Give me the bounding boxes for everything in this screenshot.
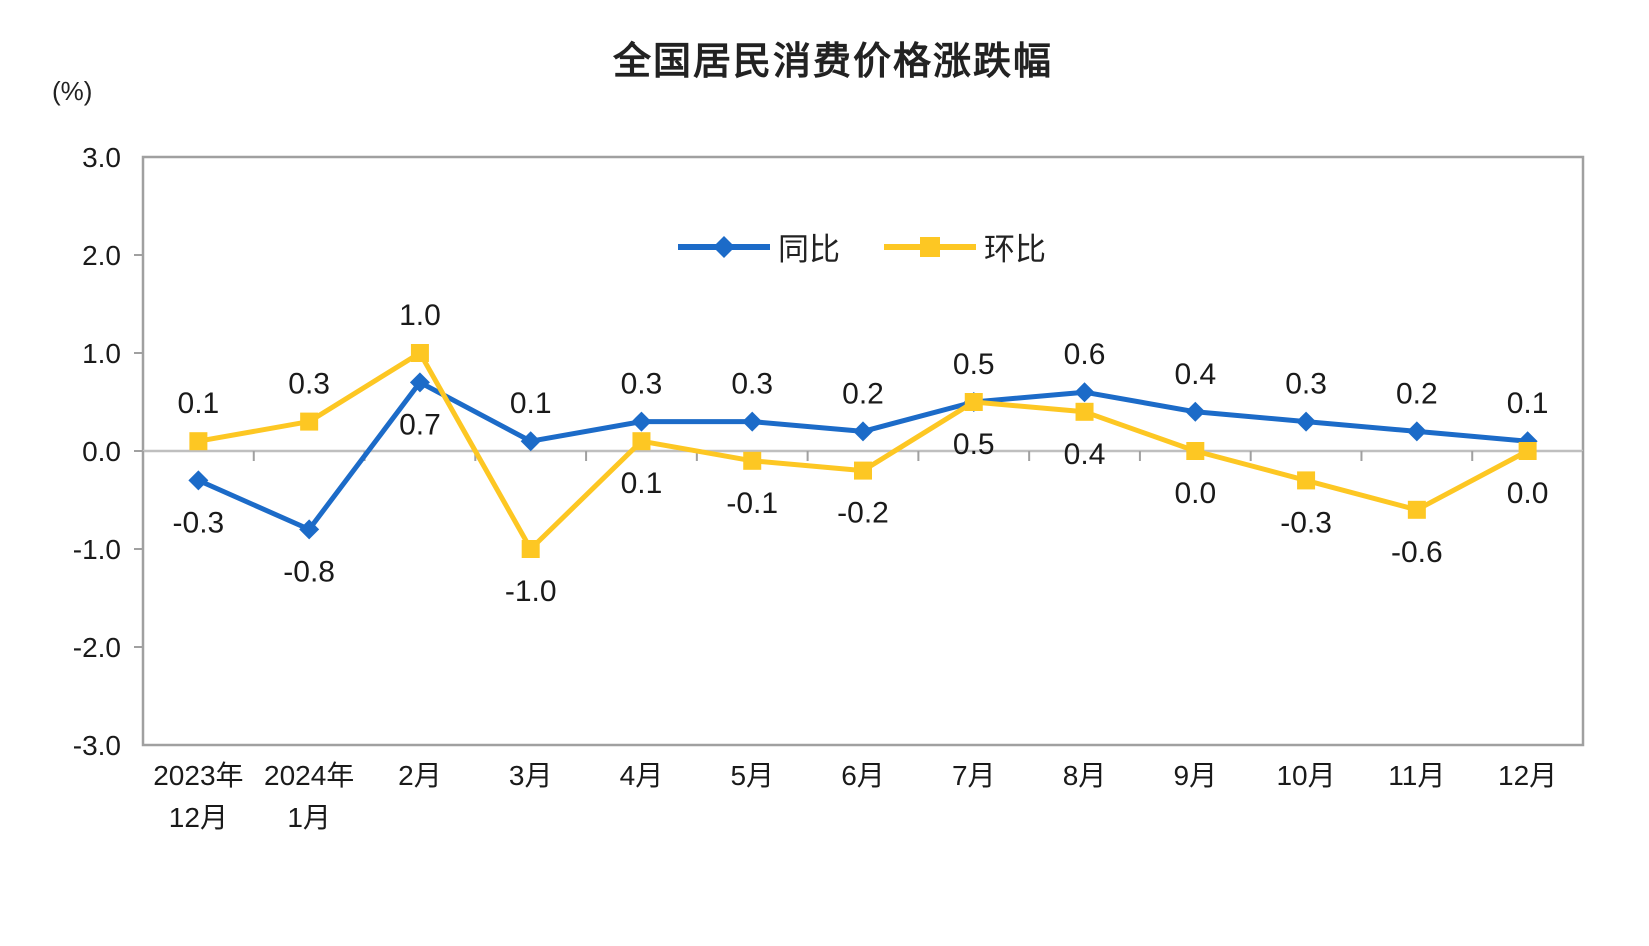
diamond-marker-icon — [713, 235, 735, 258]
square-marker-icon — [743, 451, 762, 470]
x-axis-category-label: 2024年 1月 — [264, 760, 354, 833]
data-label-yoy: 0.2 — [1396, 377, 1438, 410]
data-label-mom: 0.5 — [953, 428, 995, 461]
y-axis-unit-label: (%) — [52, 76, 93, 106]
legend-marker-mom-line — [884, 236, 976, 257]
diamond-marker-icon — [299, 519, 320, 540]
data-label-mom: 0.1 — [178, 387, 220, 420]
data-label-mom: -0.1 — [726, 487, 778, 520]
legend-marker-yoy-line — [678, 235, 770, 258]
legend-item-yoy[interactable]: 同比 — [678, 224, 840, 269]
data-label-yoy: 0.7 — [399, 408, 441, 441]
data-label-mom: 0.4 — [1064, 438, 1106, 471]
x-axis-category-label: 4月 — [620, 760, 664, 791]
square-marker-icon — [410, 344, 429, 362]
data-label-mom: 0.1 — [621, 467, 663, 500]
diamond-marker-icon — [409, 372, 430, 393]
square-marker-icon — [521, 540, 540, 558]
data-label-mom: 0.0 — [1507, 477, 1549, 510]
data-label-yoy: -0.3 — [173, 506, 225, 539]
x-axis-category-label: 2月 — [398, 760, 442, 791]
square-marker-icon — [189, 432, 208, 451]
x-axis-category-label: 7月 — [952, 760, 996, 791]
y-axis-tick-label: -3.0 — [73, 730, 121, 761]
legend-label-mom: 环比 — [984, 232, 1046, 267]
x-axis-category-label: 10月 — [1276, 760, 1335, 791]
diamond-marker-icon — [188, 470, 209, 491]
y-axis-tick-label: 3.0 — [82, 142, 121, 173]
y-axis-tick-label: 1.0 — [82, 338, 121, 369]
data-label-yoy: 0.1 — [510, 387, 552, 420]
square-marker-icon — [964, 393, 983, 411]
data-label-mom: -0.2 — [837, 497, 889, 530]
y-axis-tick-label: 2.0 — [82, 240, 121, 271]
data-label-yoy: 0.5 — [953, 348, 995, 381]
data-label-mom: 1.0 — [399, 299, 441, 332]
data-label-yoy: -0.8 — [283, 555, 335, 588]
x-axis-category-label: 5月 — [730, 760, 774, 791]
square-marker-icon — [854, 461, 872, 480]
x-axis-category-label: 3月 — [509, 760, 553, 791]
legend-item-mom[interactable]: 环比 — [884, 224, 1046, 269]
diamond-marker-icon — [520, 431, 541, 452]
x-axis-category-label: 11月 — [1388, 760, 1445, 791]
data-label-mom: 0.3 — [288, 368, 330, 401]
data-label-yoy: 0.3 — [731, 368, 773, 401]
diamond-marker-icon — [631, 411, 652, 432]
data-label-yoy: 0.6 — [1064, 338, 1106, 371]
square-marker-icon — [300, 412, 319, 431]
data-label-mom: -1.0 — [505, 575, 557, 608]
chart-title: 全国居民消费价格涨跌幅 — [612, 41, 1053, 83]
y-axis-tick-label: -1.0 — [73, 534, 121, 565]
diamond-marker-icon — [1074, 382, 1095, 403]
diamond-marker-icon — [1296, 411, 1317, 432]
data-label-yoy: 0.2 — [842, 377, 884, 410]
square-marker-icon — [632, 432, 651, 451]
y-axis-tick-label: 0.0 — [82, 436, 121, 467]
data-label-yoy: 0.1 — [1507, 387, 1549, 420]
square-marker-icon — [1407, 500, 1426, 519]
x-axis-category-label: 2023年 12月 — [153, 760, 243, 833]
data-label-yoy: 0.4 — [1174, 358, 1216, 391]
diamond-marker-icon — [1406, 421, 1427, 442]
x-axis-category-label: 12月 — [1498, 760, 1557, 791]
square-marker-icon — [1186, 442, 1205, 460]
legend: 同比 环比 — [678, 224, 1046, 269]
x-axis-category-label: 8月 — [1063, 760, 1107, 791]
legend-label-yoy: 同比 — [778, 232, 840, 267]
data-label-yoy: 0.3 — [1285, 368, 1327, 401]
data-label-mom: 0.0 — [1174, 477, 1216, 510]
square-marker-icon — [920, 236, 940, 257]
x-axis-category-label: 9月 — [1174, 760, 1218, 791]
diamond-marker-icon — [1185, 401, 1206, 422]
data-label-mom: -0.6 — [1391, 536, 1443, 569]
data-label-yoy: 0.3 — [621, 368, 663, 401]
y-axis-tick-label: -2.0 — [73, 632, 121, 663]
square-marker-icon — [1075, 402, 1094, 421]
x-axis-category-label: 6月 — [841, 760, 885, 791]
square-marker-icon — [1297, 471, 1316, 490]
diamond-marker-icon — [742, 411, 763, 432]
data-label-mom: -0.3 — [1280, 506, 1332, 539]
square-marker-icon — [1518, 442, 1537, 460]
diamond-marker-icon — [853, 421, 873, 442]
